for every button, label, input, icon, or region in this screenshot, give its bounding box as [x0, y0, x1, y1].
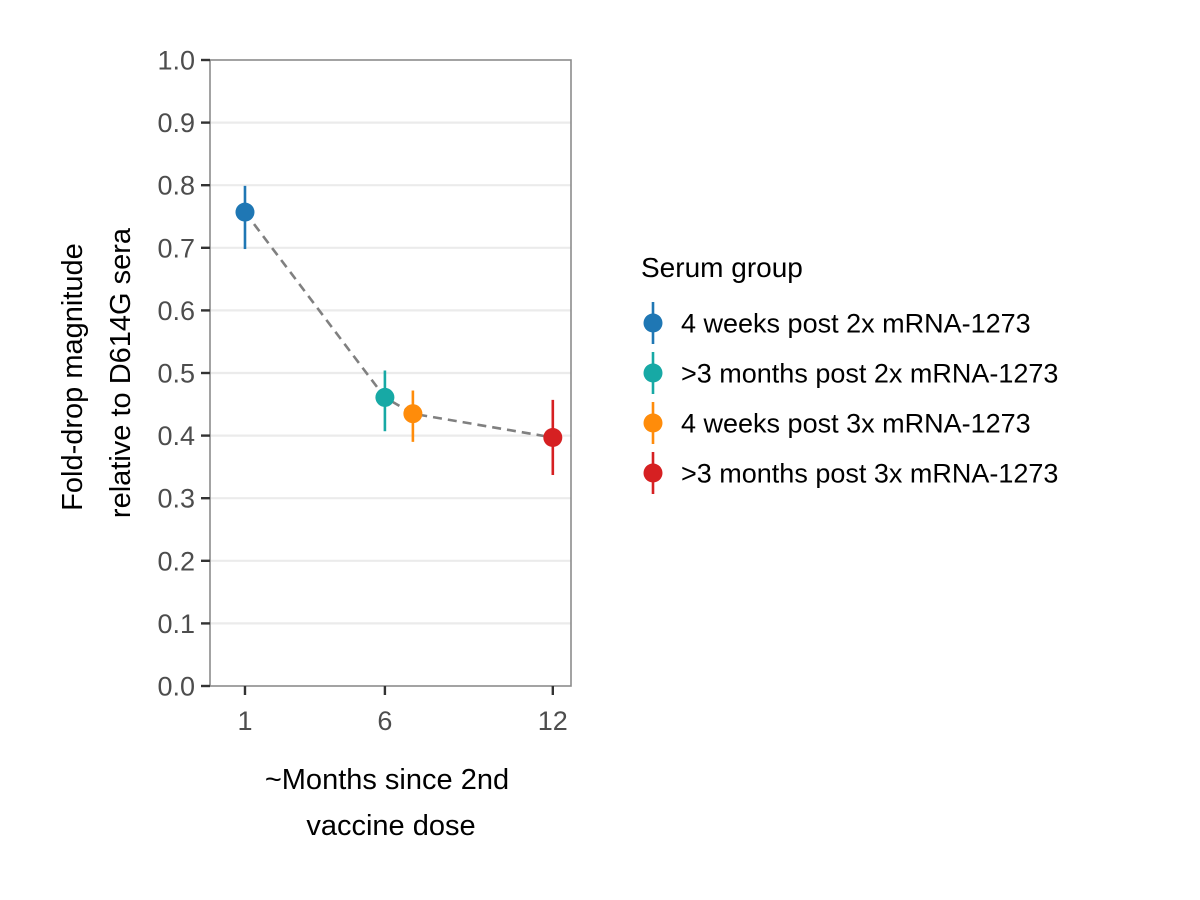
y-tick-label: 0.2: [157, 546, 195, 576]
x-axis-title: ~Months since 2nd vaccine dose: [265, 764, 517, 842]
y-tick-label: 0.0: [157, 672, 195, 702]
y-tick-label: 0.3: [157, 484, 195, 514]
legend: Serum group 4 weeks post 2x mRNA-1273 >3 …: [641, 252, 1058, 494]
legend-label: 4 weeks post 3x mRNA-1273: [681, 409, 1031, 439]
legend-key-dot: [643, 413, 663, 433]
trend-line-path: [243, 211, 554, 439]
y-tick-label: 0.7: [157, 233, 195, 263]
legend-key-dot: [643, 463, 663, 483]
y-tick-label: 1.0: [157, 46, 195, 76]
data-point: [235, 202, 255, 222]
y-tick-label: 0.4: [157, 421, 195, 451]
x-tick-label: 6: [377, 706, 392, 736]
legend-label: 4 weeks post 2x mRNA-1273: [681, 309, 1031, 339]
x-axis-title-line-2: vaccine dose: [306, 810, 475, 842]
legend-item: 4 weeks post 3x mRNA-1273: [643, 402, 1031, 444]
y-tick-label: 0.9: [157, 108, 195, 138]
y-tick-label: 0.6: [157, 296, 195, 326]
x-axis-title-line-1: ~Months since 2nd: [265, 764, 509, 796]
y-axis-title-line-1: Fold-drop magnitude: [57, 243, 89, 511]
legend-title: Serum group: [641, 252, 803, 283]
data-point: [543, 427, 563, 447]
legend-key-dot: [643, 363, 663, 383]
legend-item: >3 months post 2x mRNA-1273: [643, 352, 1058, 394]
x-tick-label: 12: [538, 706, 568, 736]
data-point: [375, 387, 395, 407]
legend-label: >3 months post 2x mRNA-1273: [681, 359, 1058, 389]
y-tick-label: 0.1: [157, 609, 195, 639]
y-tick-label: 0.5: [157, 359, 195, 389]
legend-item: 4 weeks post 2x mRNA-1273: [643, 302, 1031, 344]
y-axis-title: Fold-drop magnitude relative to D614G se…: [57, 227, 137, 518]
y-tick-label: 0.8: [157, 171, 195, 201]
x-tick-label: 1: [237, 706, 252, 736]
grid-lines: [210, 121, 571, 625]
data-points: [235, 185, 563, 476]
legend-key-dot: [643, 313, 663, 333]
legend-label: >3 months post 3x mRNA-1273: [681, 459, 1058, 489]
y-axis-title-line-2: relative to D614G sera: [105, 227, 137, 518]
legend-item: >3 months post 3x mRNA-1273: [643, 452, 1058, 494]
legend-items: 4 weeks post 2x mRNA-1273 >3 months post …: [643, 302, 1058, 494]
data-point: [403, 404, 423, 424]
trend-line: [243, 211, 554, 439]
axes: 0.0 0.1 0.2 0.3 0.4 0.5 0.6 0.7 0.8 0.9 1.0 1 6 12: [157, 46, 567, 737]
